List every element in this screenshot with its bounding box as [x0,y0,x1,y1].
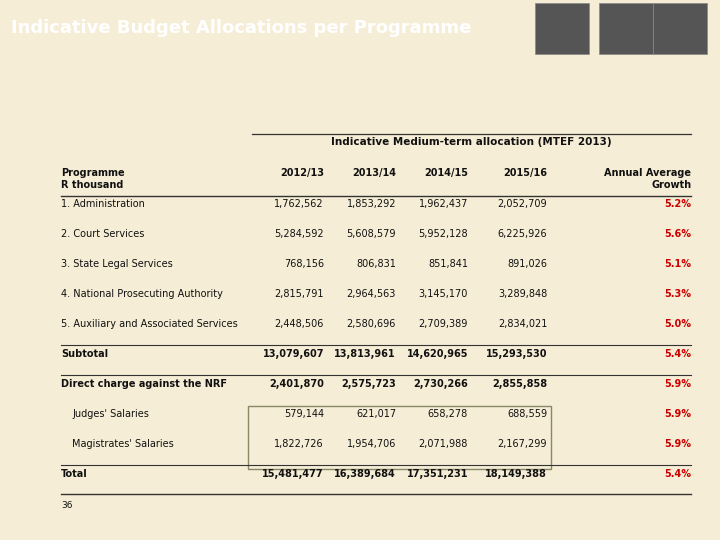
Text: 579,144: 579,144 [284,409,324,419]
Text: 768,156: 768,156 [284,259,324,269]
Text: 658,278: 658,278 [428,409,468,419]
Text: 5.6%: 5.6% [664,230,691,239]
Text: 4. National Prosecuting Authority: 4. National Prosecuting Authority [61,289,223,299]
Text: 5.3%: 5.3% [664,289,691,299]
Text: 621,017: 621,017 [356,409,396,419]
Text: 5,608,579: 5,608,579 [346,230,396,239]
Text: 5.0%: 5.0% [664,319,691,329]
Text: 851,841: 851,841 [428,259,468,269]
Text: 891,026: 891,026 [507,259,547,269]
Text: 6,225,926: 6,225,926 [498,230,547,239]
Text: Annual Average
Growth: Annual Average Growth [604,168,691,190]
Text: 1,954,706: 1,954,706 [346,439,396,449]
Text: 5. Auxiliary and Associated Services: 5. Auxiliary and Associated Services [61,319,238,329]
Text: 5.4%: 5.4% [664,349,691,359]
Text: 2013/14: 2013/14 [352,168,396,178]
Text: 2015/16: 2015/16 [503,168,547,178]
Text: 5.1%: 5.1% [664,259,691,269]
Text: 14,620,965: 14,620,965 [407,349,468,359]
Text: 2,730,266: 2,730,266 [413,379,468,389]
Text: 2,964,563: 2,964,563 [346,289,396,299]
Text: 2,448,506: 2,448,506 [274,319,324,329]
Text: 1,853,292: 1,853,292 [346,199,396,210]
Text: 2012/13: 2012/13 [280,168,324,178]
Text: 15,293,530: 15,293,530 [486,349,547,359]
Text: 18,149,388: 18,149,388 [485,469,547,479]
Text: 2,052,709: 2,052,709 [498,199,547,210]
Text: Subtotal: Subtotal [61,349,108,359]
Text: 5.2%: 5.2% [664,199,691,210]
Text: 13,079,607: 13,079,607 [263,349,324,359]
Text: 2,401,870: 2,401,870 [269,379,324,389]
Text: 1,762,562: 1,762,562 [274,199,324,210]
Text: 3,289,848: 3,289,848 [498,289,547,299]
Text: 2,709,389: 2,709,389 [418,319,468,329]
Text: 3,145,170: 3,145,170 [418,289,468,299]
Bar [534,3,589,54]
Text: 16,389,684: 16,389,684 [334,469,396,479]
Text: 13,813,961: 13,813,961 [334,349,396,359]
Bar [599,3,654,54]
Text: 2014/15: 2014/15 [424,168,468,178]
Text: Indicative Budget Allocations per Programme: Indicative Budget Allocations per Progra… [11,19,471,37]
Text: 1. Administration: 1. Administration [61,199,145,210]
Text: Magistrates' Salaries: Magistrates' Salaries [72,439,174,449]
Text: 2,815,791: 2,815,791 [274,289,324,299]
Text: 5.4%: 5.4% [664,469,691,479]
Text: 17,351,231: 17,351,231 [407,469,468,479]
Text: 5,952,128: 5,952,128 [418,230,468,239]
Text: 2,580,696: 2,580,696 [346,319,396,329]
Text: 1,822,726: 1,822,726 [274,439,324,449]
Text: 5,284,592: 5,284,592 [274,230,324,239]
Text: 2,855,858: 2,855,858 [492,379,547,389]
Text: 2. Court Services: 2. Court Services [61,230,145,239]
Text: Direct charge against the NRF: Direct charge against the NRF [61,379,228,389]
Text: 5.9%: 5.9% [664,439,691,449]
Text: 1,962,437: 1,962,437 [418,199,468,210]
Bar [654,3,707,54]
Text: Judges' Salaries: Judges' Salaries [72,409,149,419]
Text: 2,575,723: 2,575,723 [341,379,396,389]
Text: Programme
R thousand: Programme R thousand [61,168,125,190]
Text: 2,071,988: 2,071,988 [418,439,468,449]
Text: 806,831: 806,831 [356,259,396,269]
Text: 2,167,299: 2,167,299 [498,439,547,449]
Text: 688,559: 688,559 [507,409,547,419]
Text: 2,834,021: 2,834,021 [498,319,547,329]
Text: Total: Total [61,469,88,479]
Text: 3. State Legal Services: 3. State Legal Services [61,259,173,269]
Text: 5.9%: 5.9% [664,409,691,419]
Text: 36: 36 [61,501,73,510]
Text: 15,481,477: 15,481,477 [262,469,324,479]
Text: 5.9%: 5.9% [664,379,691,389]
Text: Indicative Medium-term allocation (MTEF 2013): Indicative Medium-term allocation (MTEF … [331,137,612,147]
